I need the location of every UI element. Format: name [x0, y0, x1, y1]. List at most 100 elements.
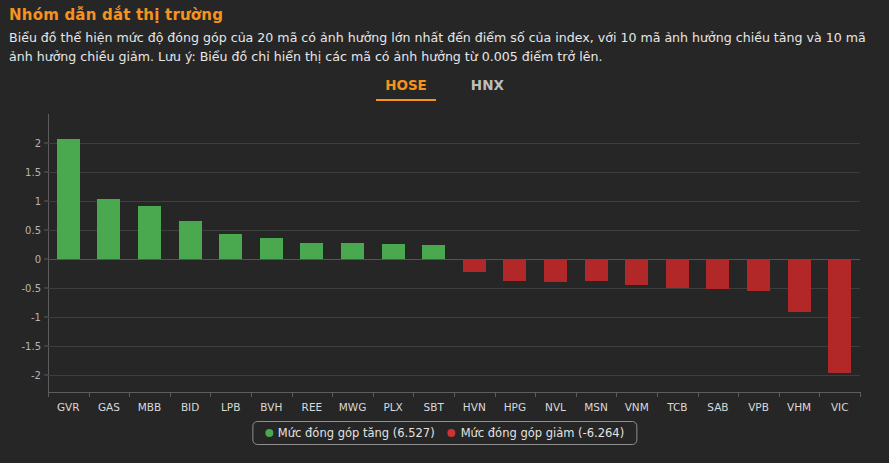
bar-vhm[interactable] — [788, 259, 811, 312]
bar-hpg[interactable] — [503, 259, 526, 280]
y-tick-mark — [44, 317, 48, 318]
x-tick-mark — [210, 392, 211, 397]
x-label-gvr: GVR — [48, 401, 89, 413]
y-tick-label: -1.5 — [21, 341, 41, 352]
bar-vnm[interactable] — [625, 259, 648, 285]
gridline-y-2 — [48, 143, 860, 144]
gridline-y--1 — [48, 317, 860, 318]
gridline-y-0.5 — [48, 230, 860, 231]
bar-tcb[interactable] — [666, 259, 689, 287]
x-tick-mark — [819, 392, 820, 397]
x-label-vnm: VNM — [616, 401, 657, 413]
bar-ree[interactable] — [300, 243, 323, 259]
x-label-hvn: HVN — [454, 401, 495, 413]
y-tick-mark — [44, 259, 48, 260]
legend-dot-icon — [265, 429, 273, 437]
contribution-bar-chart: 21.510.50-0.5-1-1.5-2GVRGASMBBBIDLPBBVHR… — [48, 118, 860, 392]
x-label-ree: REE — [292, 401, 333, 413]
x-tick-mark — [413, 392, 414, 397]
x-label-vic: VIC — [819, 401, 860, 413]
x-label-vpb: VPB — [738, 401, 779, 413]
bar-sbt[interactable] — [422, 245, 445, 260]
y-tick-mark — [44, 230, 48, 231]
legend-label: Mức đóng góp giảm (-6.264) — [461, 426, 625, 440]
y-tick-label: -0.5 — [21, 283, 41, 294]
y-tick-mark — [44, 288, 48, 289]
y-tick-mark — [44, 346, 48, 347]
bar-plx[interactable] — [382, 244, 405, 259]
y-tick-label: 1.5 — [25, 166, 41, 177]
x-tick-mark — [89, 392, 90, 397]
x-label-bvh: BVH — [251, 401, 292, 413]
x-tick-mark — [170, 392, 171, 397]
bar-bvh[interactable] — [260, 238, 283, 259]
x-tick-mark — [292, 392, 293, 397]
x-tick-mark — [657, 392, 658, 397]
chart-legend: Mức đóng góp tăng (6.527) Mức đóng góp gi… — [252, 421, 637, 445]
legend-label: Mức đóng góp tăng (6.527) — [278, 426, 435, 440]
gridline-y--1.5 — [48, 346, 860, 347]
x-tick-mark — [332, 392, 333, 397]
x-tick-mark — [616, 392, 617, 397]
bar-gvr[interactable] — [57, 139, 80, 259]
y-tick-mark — [44, 375, 48, 376]
x-label-lpb: LPB — [210, 401, 251, 413]
gridline-y-1.5 — [48, 172, 860, 173]
y-axis-line — [48, 114, 49, 397]
x-label-bid: BID — [170, 401, 211, 413]
x-label-mwg: MWG — [332, 401, 373, 413]
tab-hose[interactable]: HOSE — [376, 75, 436, 101]
y-tick-label: 0 — [35, 254, 41, 265]
legend-dot-icon — [448, 429, 456, 437]
bar-vic[interactable] — [828, 259, 851, 373]
bar-nvl[interactable] — [544, 259, 567, 282]
x-tick-mark — [129, 392, 130, 397]
bar-msn[interactable] — [585, 259, 608, 281]
tab-hnx-label: HNX — [471, 77, 504, 93]
tab-hnx[interactable]: HNX — [462, 75, 513, 101]
x-label-msn: MSN — [576, 401, 617, 413]
y-tick-label: -1 — [31, 312, 41, 323]
x-tick-mark — [535, 392, 536, 397]
gridline-y-1 — [48, 201, 860, 202]
bar-mwg[interactable] — [341, 243, 364, 259]
legend-item-increase[interactable]: Mức đóng góp tăng (6.527) — [265, 426, 435, 440]
tab-hose-label: HOSE — [385, 77, 427, 93]
bar-gas[interactable] — [97, 199, 120, 259]
y-tick-label: 2 — [35, 137, 41, 148]
legend-item-decrease[interactable]: Mức đóng góp giảm (-6.264) — [448, 426, 625, 440]
x-label-tcb: TCB — [657, 401, 698, 413]
x-label-gas: GAS — [89, 401, 130, 413]
x-label-nvl: NVL — [535, 401, 576, 413]
gridline-y-0 — [48, 259, 860, 260]
bar-vpb[interactable] — [747, 259, 770, 291]
bar-bid[interactable] — [179, 221, 202, 259]
exchange-tabs: HOSE HNX — [0, 75, 889, 101]
y-tick-label: 1 — [35, 196, 41, 207]
x-tick-mark — [738, 392, 739, 397]
gridline-y--0.5 — [48, 288, 860, 289]
x-tick-mark — [454, 392, 455, 397]
bar-hvn[interactable] — [463, 259, 486, 272]
x-label-sab: SAB — [698, 401, 739, 413]
page-title: Nhóm dẫn dắt thị trường — [9, 6, 880, 24]
x-tick-mark — [698, 392, 699, 397]
x-tick-mark — [576, 392, 577, 397]
x-label-hpg: HPG — [495, 401, 536, 413]
bar-mbb[interactable] — [138, 206, 161, 259]
y-tick-mark — [44, 142, 48, 143]
x-tick-mark — [48, 392, 49, 397]
x-tick-mark — [373, 392, 374, 397]
x-label-plx: PLX — [373, 401, 414, 413]
x-tick-mark — [251, 392, 252, 397]
page-description: Biểu đồ thể hiện mức độ đóng góp của 20 … — [9, 29, 880, 67]
y-tick-mark — [44, 171, 48, 172]
x-tick-mark — [779, 392, 780, 397]
x-label-vhm: VHM — [779, 401, 820, 413]
x-tick-mark — [495, 392, 496, 397]
bar-lpb[interactable] — [219, 234, 242, 260]
gridline-y--2 — [48, 375, 860, 376]
y-tick-mark — [44, 201, 48, 202]
x-label-mbb: MBB — [129, 401, 170, 413]
bar-sab[interactable] — [706, 259, 729, 289]
